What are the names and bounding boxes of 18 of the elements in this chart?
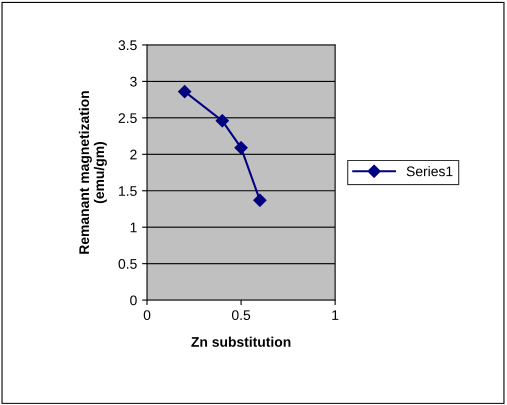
y-tick-label: 0	[130, 295, 137, 306]
x-tick-label: 0.5	[232, 310, 250, 320]
y-tick-label: 2	[130, 150, 137, 160]
point	[178, 85, 192, 98]
y-tick-label: 1	[130, 222, 137, 232]
x-axis-title: Zn substitution	[191, 336, 290, 347]
x-tick-label: 0	[144, 310, 150, 320]
y-axis-title: Remanant magnetization (emu/gm)	[78, 91, 107, 254]
y-tick-label: 3.5	[118, 40, 137, 50]
y-tick-label: 2.5	[118, 113, 137, 124]
x-tick-label: 1	[332, 310, 338, 320]
point	[253, 194, 266, 207]
legend-label: Series1	[406, 166, 452, 176]
point	[216, 114, 229, 128]
point	[234, 141, 248, 154]
y-tick-label: 1.5	[119, 186, 137, 196]
y-tick-label: 3	[130, 76, 137, 87]
y-tick-label: 0.5	[118, 258, 137, 269]
